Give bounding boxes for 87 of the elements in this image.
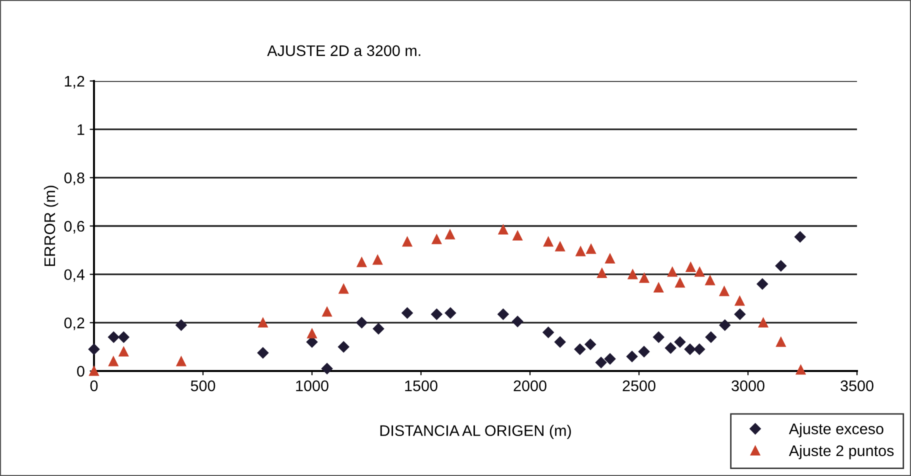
point — [605, 254, 615, 264]
legend-label: Ajuste 2 puntos — [788, 444, 894, 460]
y-axis-title: ERROR (m) — [44, 186, 58, 266]
point — [307, 328, 317, 338]
x-tick-label: 2000 — [514, 380, 546, 392]
point — [498, 308, 509, 320]
x-tick-label: 1000 — [296, 380, 328, 392]
point — [686, 262, 696, 272]
point — [512, 230, 522, 241]
point — [543, 236, 554, 247]
point — [338, 284, 348, 294]
point — [595, 356, 607, 368]
point — [554, 336, 566, 348]
point — [402, 236, 412, 247]
point — [432, 234, 442, 244]
point — [796, 364, 806, 375]
point — [667, 267, 678, 277]
point — [445, 230, 455, 240]
y-tick-label: 0,6 — [64, 220, 84, 234]
point — [694, 267, 704, 277]
point — [498, 224, 508, 234]
y-tick-label: 0,4 — [64, 269, 85, 282]
point — [604, 353, 616, 365]
point — [675, 278, 685, 288]
x-tick-label: 0 — [90, 380, 98, 392]
x-tick-label: 3500 — [840, 380, 874, 392]
point — [734, 296, 745, 306]
x-tick-label: 2500 — [622, 380, 656, 392]
x-tick-label: 3000 — [732, 380, 764, 392]
point — [756, 278, 768, 290]
point — [734, 308, 746, 320]
point — [258, 318, 268, 328]
point — [776, 337, 786, 347]
point — [356, 317, 368, 328]
point — [176, 319, 187, 331]
legend-label: Ajuste exceso — [788, 423, 884, 438]
y-tick-label: 0,8 — [64, 172, 84, 186]
point — [356, 257, 367, 268]
point — [705, 276, 715, 286]
point — [542, 326, 554, 338]
point — [628, 269, 638, 280]
point — [694, 344, 705, 355]
point — [338, 341, 350, 352]
x-tick-label: 1500 — [405, 380, 438, 392]
chart-title: AJUSTE 2D a 3200 m. — [267, 45, 420, 56]
point — [586, 244, 596, 254]
point — [684, 344, 696, 355]
point — [674, 336, 686, 348]
point — [775, 260, 787, 272]
point — [719, 319, 730, 331]
point — [665, 342, 676, 354]
point — [372, 323, 384, 334]
point — [372, 254, 382, 265]
point — [584, 338, 596, 350]
point — [555, 242, 565, 252]
point — [402, 307, 413, 319]
point — [794, 231, 806, 242]
point — [597, 268, 607, 278]
point — [444, 307, 456, 319]
point — [705, 332, 717, 343]
point — [176, 356, 186, 366]
point — [758, 318, 768, 328]
point — [322, 306, 332, 317]
point — [88, 344, 100, 355]
point — [719, 286, 730, 296]
point — [108, 332, 120, 343]
point — [118, 346, 129, 357]
y-tick-label: 0 — [77, 366, 84, 377]
point — [512, 316, 524, 328]
point — [108, 356, 118, 366]
point — [576, 246, 586, 256]
point — [654, 282, 664, 292]
point — [431, 308, 442, 320]
x-axis-title: DISTANCIA AL ORIGEN (m) — [380, 424, 571, 440]
y-tick-label: 1,2 — [64, 76, 84, 88]
point — [638, 346, 650, 358]
y-tick-label: 0,2 — [64, 318, 84, 330]
x-tick-label: 500 — [190, 380, 216, 392]
point — [89, 366, 99, 376]
point — [653, 332, 664, 343]
point — [639, 273, 650, 283]
point — [118, 332, 130, 343]
point — [321, 362, 333, 374]
y-tick-label: 1 — [78, 124, 84, 135]
point — [574, 344, 586, 355]
point — [257, 347, 269, 358]
point — [626, 350, 638, 362]
